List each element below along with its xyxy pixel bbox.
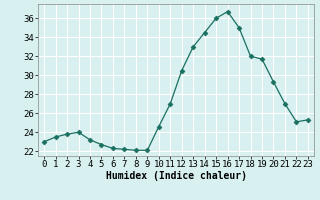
X-axis label: Humidex (Indice chaleur): Humidex (Indice chaleur) [106, 171, 246, 181]
